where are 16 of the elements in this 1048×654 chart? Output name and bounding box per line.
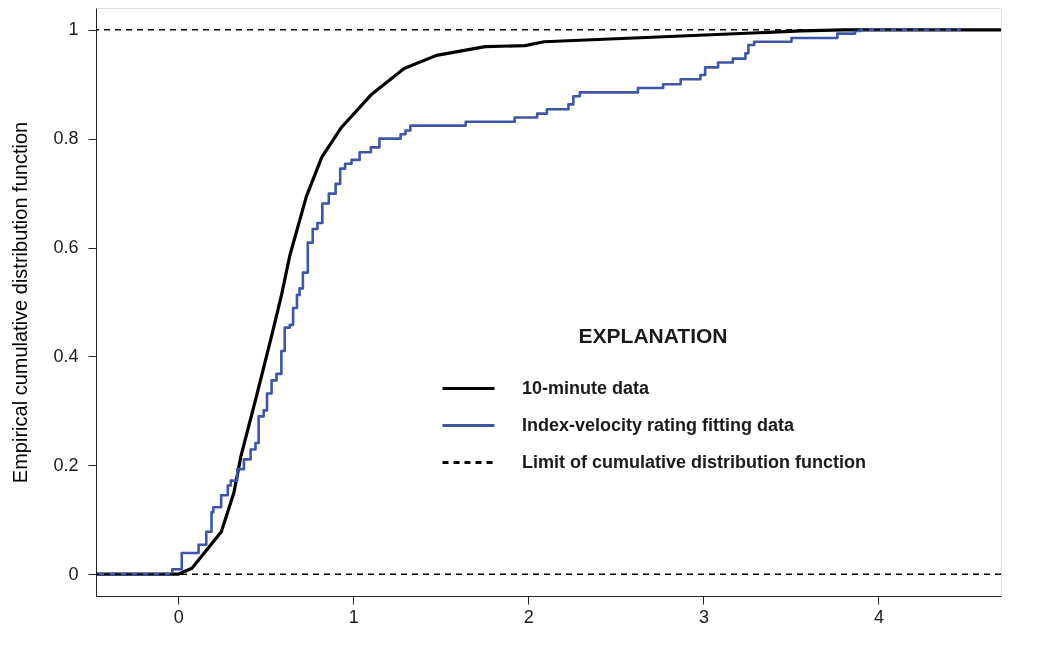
x-tick-label: 1: [348, 606, 359, 627]
x-tick-label: 2: [523, 606, 534, 627]
y-tick-label: 0.8: [53, 128, 79, 149]
x-tick-label: 0: [173, 606, 184, 627]
legend-label: Index-velocity rating fitting data: [522, 414, 796, 435]
legend-title: EXPLANATION: [578, 324, 728, 347]
y-tick-label: 0.4: [53, 345, 79, 366]
legend-label: Limit of cumulative distribution function: [522, 451, 866, 472]
x-tick-label: 3: [698, 606, 709, 627]
y-tick-label: 1: [68, 19, 79, 40]
legend-label: 10-minute data: [522, 377, 651, 398]
y-tick-label: 0.2: [53, 454, 79, 475]
y-tick-label: 0.6: [53, 237, 79, 258]
y-axis-title: Empirical cumulative distribution function: [9, 121, 32, 484]
y-tick-label: 0: [68, 563, 79, 584]
x-tick-label: 4: [873, 606, 884, 627]
